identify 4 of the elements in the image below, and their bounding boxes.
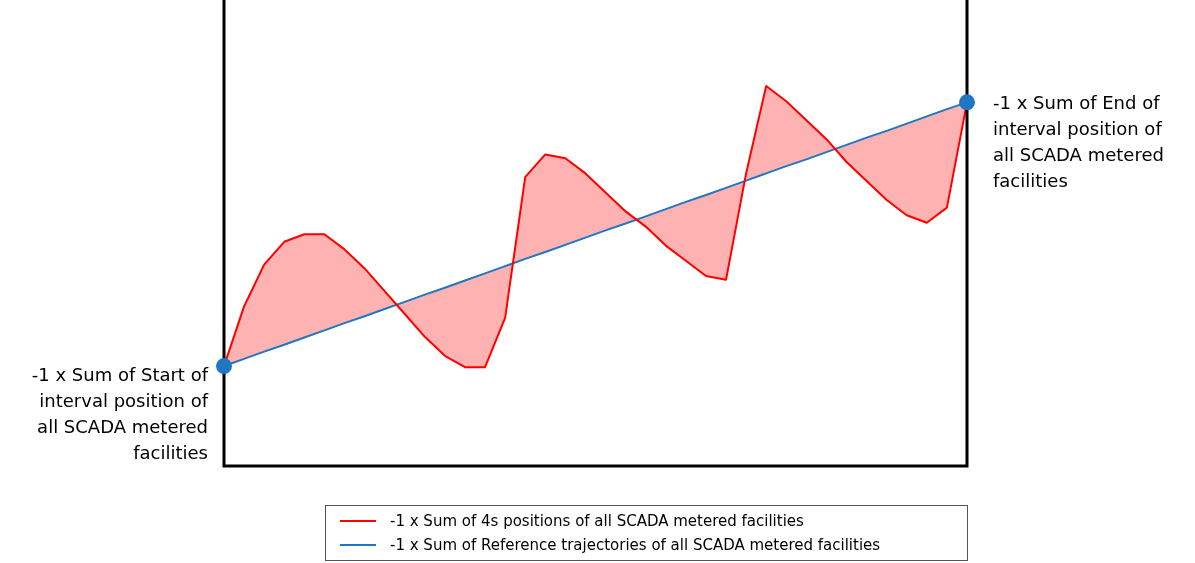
text: -1 x Sum of End of interval position of all SCADA metered facilities bbox=[993, 92, 1164, 192]
text: -1 x Sum of Start of interval position of all SCADA metered facilities bbox=[31, 363, 209, 463]
legend-label: -1 x Sum of Reference trajectories of all SCADA metered facilities bbox=[390, 536, 881, 554]
legend-label: -1 x Sum of 4s positions of all SCADA metered facilities bbox=[390, 512, 804, 530]
